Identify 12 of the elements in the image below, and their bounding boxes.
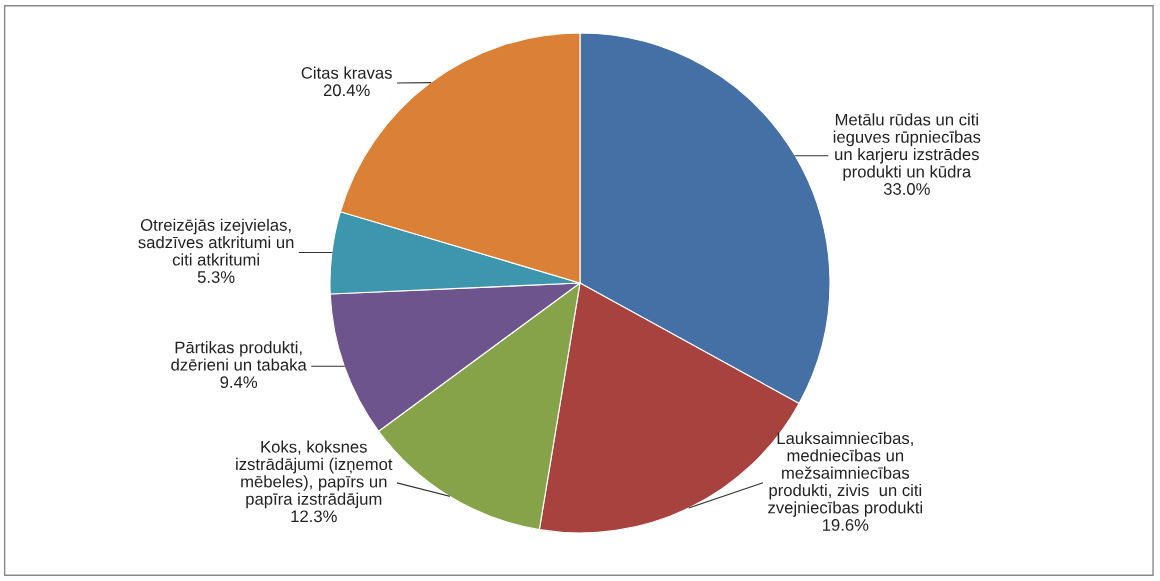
data-label: 12.3% bbox=[291, 510, 337, 523]
slice-label: Koks, koksnes izstrādājumi (izņemot mēbeles), papīrs un papīra izstrādājum bbox=[236, 440, 393, 509]
slice-label: Pārtikas produkti, dzērieni un tabaka bbox=[171, 341, 307, 371]
slice-label: Lauksaimniecības, medniecības un mežsaimniecības produkti, zivis un citi zvejniecības produkti bbox=[768, 431, 923, 517]
data-label: 33.0% bbox=[883, 183, 930, 195]
data-label: 20.4% bbox=[323, 84, 370, 97]
slice-label: Metālu rūdas un citi ieguves rūpniecības un karjeru izstrādes produkti un kūdra bbox=[833, 113, 981, 181]
data-label: 19.6% bbox=[822, 519, 869, 531]
slice-label: Citas kravas bbox=[301, 66, 392, 79]
data-label: 5.3% bbox=[197, 271, 235, 283]
data-label: 9.4% bbox=[220, 376, 258, 389]
slice-label: Otreizējās izejvielas, sadzīves atkritumi un citi atkritumi bbox=[138, 218, 294, 266]
